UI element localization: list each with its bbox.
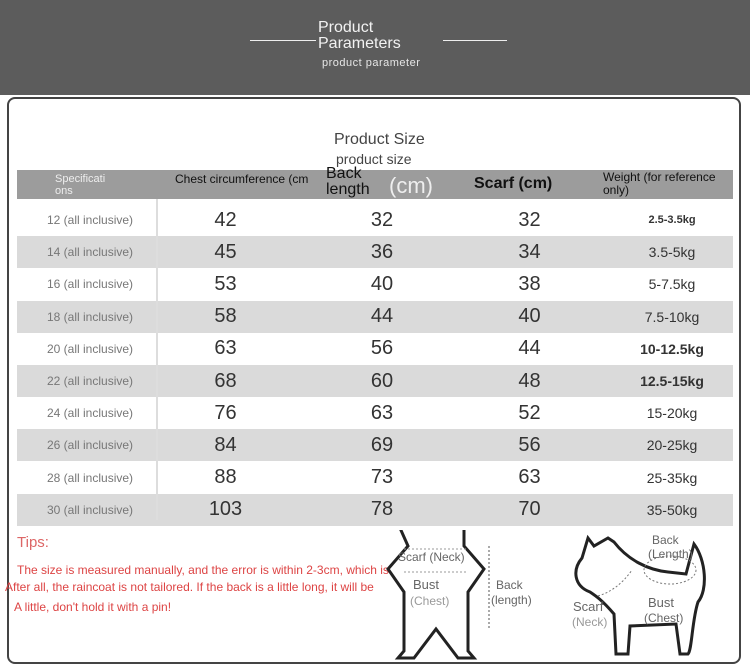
- divider: [250, 40, 316, 41]
- dog-label-chest: (Chest): [644, 611, 684, 625]
- banner-subtitle: product parameter: [322, 57, 421, 69]
- cell-weight: 25-35kg: [646, 469, 698, 486]
- cell-back: 40: [370, 272, 394, 295]
- cell-weight: 5-7.5kg: [648, 276, 696, 293]
- tip-line-3: A little, don't hold it with a pin!: [14, 600, 172, 614]
- label-length: (length): [491, 593, 532, 607]
- table-row: 18 (all inclusive) 58 44 40 7.5-10kg: [17, 300, 733, 333]
- spec-column-border: [17, 199, 158, 520]
- cell-scarf: 38: [518, 272, 541, 295]
- header-back-unit: (cm): [389, 173, 433, 198]
- cell-back: 36: [370, 240, 394, 263]
- cell-back: 44: [370, 305, 394, 328]
- dog-label-neck: (Neck): [572, 615, 608, 629]
- header-chest: Chest circumference (cm: [175, 172, 309, 186]
- table-title: Product Size: [334, 131, 425, 148]
- cell-chest: 53: [214, 272, 237, 295]
- cell-scarf: 52: [518, 401, 541, 424]
- cell-chest: 103: [208, 498, 243, 521]
- banner: Product Parameters product parameter: [0, 0, 750, 95]
- cell-chest: 58: [214, 305, 237, 328]
- cell-scarf: 48: [518, 369, 541, 392]
- cell-chest: 63: [214, 337, 237, 360]
- cell-weight: 3.5-5kg: [648, 244, 696, 261]
- cell-spec: 24 (all inclusive): [47, 406, 134, 421]
- table-row: 30 (all inclusive) 103 78 70 35-50kg: [17, 493, 733, 526]
- cell-spec: 28 (all inclusive): [47, 470, 134, 485]
- header-spec: Specificati ons: [55, 173, 106, 197]
- cell-weight: 15-20kg: [646, 405, 698, 422]
- cell-spec: 16 (all inclusive): [47, 277, 134, 292]
- cell-chest: 84: [214, 433, 237, 456]
- cell-scarf: 63: [518, 466, 541, 489]
- label-scarf-neck: Scarf (Neck): [398, 550, 465, 564]
- cell-scarf: 32: [518, 208, 541, 231]
- dog-diagram-icon: [574, 534, 706, 656]
- cell-scarf: 70: [518, 498, 541, 521]
- header-weight: Weight (for reference only): [603, 170, 716, 197]
- cell-back: 56: [370, 337, 394, 360]
- cell-weight: 20-25kg: [646, 437, 698, 454]
- cell-scarf: 34: [518, 240, 541, 263]
- table-row: 12 (all inclusive) 42 32 32 2.5-3.5kg: [17, 204, 733, 236]
- cell-chest: 68: [214, 369, 237, 392]
- cell-back: 78: [370, 498, 394, 521]
- divider: [443, 40, 507, 41]
- table-row: 26 (all inclusive) 84 69 56 20-25kg: [17, 429, 733, 462]
- table-header: Specificati ons Chest circumference (cm …: [17, 166, 733, 199]
- label-chest: (Chest): [410, 594, 450, 608]
- cell-weight: 7.5-10kg: [644, 308, 700, 325]
- dog-label-scarf: Scarf: [573, 599, 604, 614]
- cell-chest: 42: [214, 208, 237, 231]
- cell-chest: 45: [214, 240, 237, 263]
- cell-scarf: 56: [518, 433, 541, 456]
- table-row: 14 (all inclusive) 45 36 34 3.5-5kg: [17, 236, 733, 269]
- content-box: [7, 97, 741, 664]
- cell-spec: 20 (all inclusive): [47, 341, 134, 356]
- cell-chest: 76: [214, 401, 237, 424]
- cell-back: 69: [370, 433, 394, 456]
- cell-scarf: 44: [518, 337, 541, 360]
- cell-weight: 2.5-3.5kg: [648, 214, 696, 226]
- cell-back: 60: [370, 369, 394, 392]
- cell-chest: 88: [214, 466, 237, 489]
- cell-back: 32: [370, 208, 394, 231]
- label-back: Back: [496, 578, 523, 592]
- tips-title: Tips:: [17, 534, 49, 551]
- cell-back: 63: [370, 401, 394, 424]
- cell-weight: 35-50kg: [646, 501, 698, 518]
- table-row: 22 (all inclusive) 68 60 48 12.5-15kg: [17, 365, 733, 397]
- coat-diagram-icon: [386, 530, 490, 660]
- header-scarf: Scarf (cm): [474, 175, 553, 192]
- table-subtitle: product size: [336, 151, 412, 167]
- table-row: 20 (all inclusive) 63 56 44 10-12.5kg: [17, 333, 733, 365]
- table-row: 28 (all inclusive) 88 73 63 25-35kg: [17, 462, 733, 494]
- cell-spec: 14 (all inclusive): [47, 245, 134, 260]
- header-back: Back length: [326, 165, 370, 198]
- tip-line-1: The size is measured manually, and the e…: [17, 563, 389, 577]
- cell-weight: 12.5-15kg: [640, 373, 704, 389]
- cell-scarf: 40: [518, 305, 541, 328]
- cell-spec: 22 (all inclusive): [47, 374, 134, 388]
- tip-line-2: After all, the raincoat is not tailored.…: [5, 580, 374, 594]
- banner-title: Product Parameters: [318, 19, 401, 52]
- cell-spec: 26 (all inclusive): [47, 438, 134, 453]
- dog-label-back: Back: [652, 533, 679, 547]
- cell-spec: 30 (all inclusive): [47, 502, 134, 517]
- cell-weight: 10-12.5kg: [640, 340, 704, 357]
- table-row: 24 (all inclusive) 76 63 52 15-20kg: [17, 397, 733, 429]
- dog-label-length: (Length): [648, 547, 693, 561]
- cell-spec: 12 (all inclusive): [47, 213, 134, 227]
- cell-back: 73: [370, 466, 394, 489]
- cell-spec: 18 (all inclusive): [47, 309, 134, 324]
- table-row: 16 (all inclusive) 53 40 38 5-7.5kg: [17, 268, 733, 300]
- label-bust: Bust: [413, 577, 440, 592]
- dog-label-bust: Bust: [648, 595, 675, 610]
